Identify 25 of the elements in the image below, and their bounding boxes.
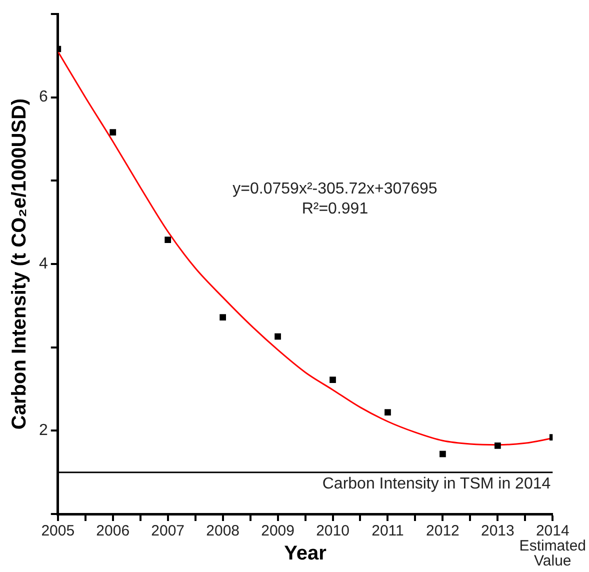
point xyxy=(164,236,172,244)
x-tick-label: 2005 xyxy=(41,522,75,540)
x-axis-title: Year xyxy=(284,542,327,565)
x-tick-label: 2006 xyxy=(96,522,130,540)
ref-line-label: Carbon Intensity in TSM in 2014 xyxy=(322,476,551,493)
y-axis-title: Carbon Intensity (t CO₂e/1000USD) xyxy=(8,98,31,430)
x-tick-label: 2011 xyxy=(372,522,404,540)
point xyxy=(494,442,501,449)
point xyxy=(330,376,336,384)
x-tick-label: 2008 xyxy=(206,522,240,540)
point xyxy=(110,129,116,136)
point xyxy=(274,333,281,340)
x-tick-label: 2010 xyxy=(316,522,350,540)
x-tick-label: 2009 xyxy=(261,522,294,540)
point xyxy=(384,409,391,416)
y-tick-label: 2 xyxy=(38,422,48,440)
x-tick-label: 2014 Estimated Value xyxy=(519,522,586,570)
x-tick-label: 2013 xyxy=(480,522,514,540)
point xyxy=(220,314,226,321)
point xyxy=(440,450,446,458)
x-tick-label: 2007 xyxy=(151,522,185,540)
y-tick-label: 6 xyxy=(38,88,48,106)
annotation: y=0.0759x²-305.72x+307695 R²=0.991 xyxy=(232,180,438,218)
y-tick-label: 4 xyxy=(38,255,48,272)
x-tick-label: 2012 xyxy=(426,522,460,540)
